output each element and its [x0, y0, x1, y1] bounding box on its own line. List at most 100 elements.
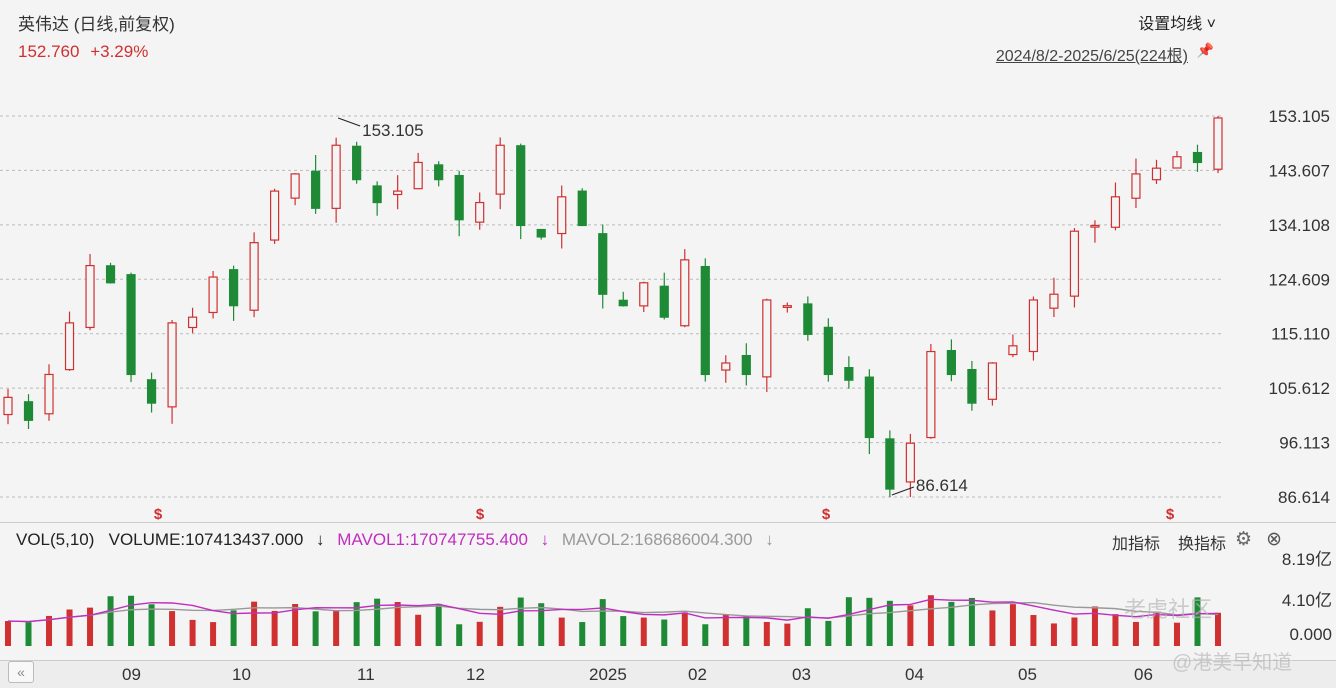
volume-bar — [558, 617, 565, 646]
candle-body — [700, 265, 710, 376]
pin-icon[interactable]: 📌 — [1196, 42, 1214, 58]
volume-bar — [989, 610, 996, 646]
volume-bar — [784, 623, 791, 646]
candle-body — [44, 373, 54, 415]
candle-body — [926, 350, 936, 439]
volume-axis-label: 0.000 — [1289, 625, 1332, 644]
volume-bar — [538, 603, 545, 646]
volume-bar — [1071, 617, 1078, 646]
candle-body — [434, 164, 444, 181]
low-annotation-label: 86.614 — [916, 476, 968, 495]
x-axis-month-label: 09 — [122, 665, 141, 684]
volume-legend: VOL(5,10) VOLUME:107413437.000 ↓ MAVOL1:… — [16, 530, 782, 550]
volume-bar — [743, 616, 750, 646]
volume-bar — [804, 608, 811, 646]
volume-bar — [1091, 606, 1098, 646]
volume-bar — [66, 609, 73, 646]
volume-bar — [722, 614, 729, 646]
volume-bar — [5, 621, 11, 646]
volume-bar — [640, 617, 647, 646]
volume-bar — [25, 622, 32, 646]
x-axis-month-label: 12 — [466, 665, 485, 684]
date-range-link[interactable]: 2024/8/2-2025/6/25(224根) — [995, 48, 1188, 65]
volume-bar — [128, 595, 135, 646]
candle-body — [187, 316, 198, 329]
volume-down-arrow: ↓ — [316, 530, 325, 549]
volume-bar — [169, 611, 176, 646]
watermark-tiger: 老虎社区 — [1124, 597, 1213, 622]
volume-bar — [1132, 621, 1139, 646]
candle-body — [126, 274, 136, 376]
volume-bar — [333, 610, 340, 646]
panel-divider — [0, 522, 1336, 523]
x-axis-month-label: 10 — [232, 665, 251, 684]
add-indicator-button[interactable]: 加指标 — [1111, 536, 1160, 553]
candle-body — [1213, 117, 1223, 170]
candle-body — [864, 376, 874, 439]
candle-body — [536, 228, 546, 238]
mavol2-value: MAVOL2:168686004.300 — [561, 530, 753, 549]
candle-body — [1028, 299, 1039, 353]
mavol2-down-arrow: ↓ — [765, 530, 774, 549]
volume-bar — [661, 619, 668, 646]
volume-axis-label: 4.10亿 — [1282, 591, 1332, 610]
candle-body — [823, 326, 833, 376]
y-axis-label: 153.105 — [1269, 107, 1330, 126]
volume-bar — [866, 597, 873, 646]
ma-settings-button[interactable]: 设置均线 ˅ — [1138, 16, 1216, 33]
volume-bar — [230, 610, 237, 646]
candle-body — [1049, 293, 1059, 309]
swap-indicator-button[interactable]: 换指标 — [1177, 536, 1226, 553]
volume-bar — [948, 601, 955, 646]
gear-icon[interactable]: ⚙ — [1234, 529, 1252, 550]
candle-body — [85, 264, 95, 329]
candle-body — [228, 269, 239, 307]
vol-label: VOL(5,10) — [16, 530, 95, 549]
y-axis-label: 115.110 — [1271, 325, 1330, 344]
volume-bar — [271, 610, 278, 646]
candle-body — [311, 170, 321, 209]
volume-bar — [1215, 612, 1221, 646]
close-icon[interactable]: ⊗ — [1266, 529, 1282, 550]
volume-bar — [845, 597, 852, 646]
candle-body — [3, 396, 13, 416]
dividend-icon: $ — [822, 506, 831, 523]
x-axis-month-label: 11 — [357, 665, 375, 684]
volume-bar — [1112, 614, 1119, 646]
candle-body — [1151, 167, 1162, 181]
candle-body — [495, 144, 505, 195]
volume-bar — [825, 620, 832, 646]
candle-body — [413, 161, 423, 190]
candle-body — [105, 265, 116, 284]
volume-bar — [1009, 604, 1016, 646]
scroll-left-icon[interactable]: « — [8, 661, 34, 683]
y-axis-label: 86.614 — [1278, 488, 1330, 507]
candle-body — [270, 190, 280, 241]
candle-body — [475, 201, 485, 223]
volume-bar — [681, 612, 688, 646]
volume-bar — [107, 596, 114, 646]
candle-body — [618, 299, 628, 307]
volume-bar — [46, 615, 53, 646]
candle-body — [577, 190, 587, 227]
candle-body — [1192, 151, 1203, 164]
candle-body — [782, 305, 792, 308]
volume-bar — [374, 598, 381, 646]
volume-bar — [210, 622, 217, 646]
volume-bar — [1153, 612, 1160, 646]
candle-body — [905, 442, 915, 483]
candle-body — [803, 303, 813, 335]
mavol1-down-arrow: ↓ — [540, 530, 550, 549]
volume-axis-label: 8.19亿 — [1282, 550, 1332, 569]
y-axis-label: 143.607 — [1269, 161, 1330, 180]
dividend-icon: $ — [476, 506, 485, 523]
dividend-icon: $ — [154, 506, 163, 523]
volume-bar — [620, 616, 627, 646]
volume-bar — [517, 597, 524, 646]
volume-bar — [476, 621, 483, 646]
volume-bar — [292, 604, 299, 646]
x-axis-month-label: 05 — [1018, 665, 1037, 684]
dividend-icon: $ — [1166, 506, 1175, 523]
candle-body — [987, 362, 998, 400]
